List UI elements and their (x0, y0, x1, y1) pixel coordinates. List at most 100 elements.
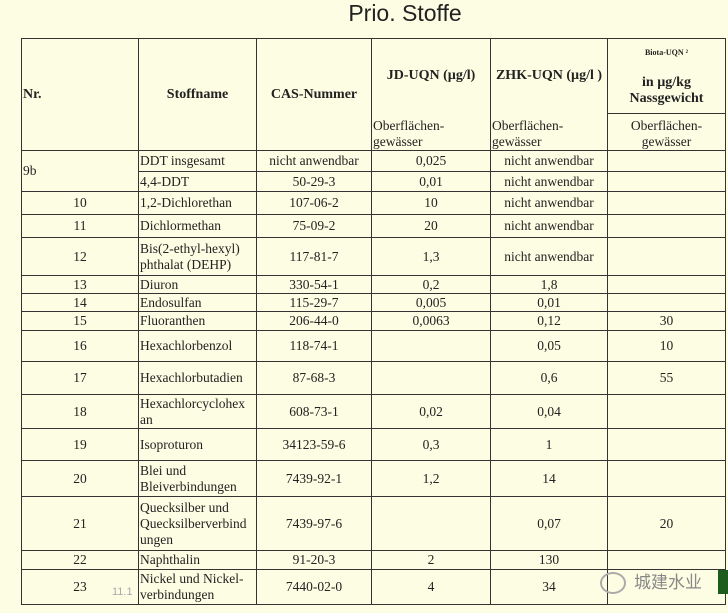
cell-biota: 20 (607, 496, 726, 551)
cell-biota (607, 214, 726, 238)
cell-name: Blei und Bleiverbindungen (138, 460, 257, 497)
table-row: 15 Fluoranthen 206-44-0 0,0063 0,12 30 (21, 311, 726, 331)
header-biota: Biota-UQN ² in µg/kg Nassgewicht (607, 38, 726, 114)
slide-date: 11.1 (112, 586, 133, 598)
sub-zhk: Oberflächen-gewässer (490, 113, 608, 151)
cell-cas: 7439-97-6 (256, 496, 372, 551)
cell-name: Fluoranthen (138, 311, 257, 331)
cell-name: Endosulfan (138, 293, 257, 312)
cell-nr: 10 (21, 191, 139, 215)
cell-biota (607, 569, 726, 605)
cell-name: Nickel und Nickel-verbindungen (138, 569, 257, 605)
header-name: Stoffname (138, 38, 257, 151)
cell-zhk: 1 (490, 428, 608, 461)
cell-cas: 75-09-2 (256, 214, 372, 238)
wechat-icon (600, 572, 626, 594)
cell-name: Naphthalin (138, 550, 257, 570)
cell-cas: 91-20-3 (256, 550, 372, 570)
cell-cas: nicht anwendbar (256, 150, 372, 172)
table-row: 11 Dichlormethan 75-09-2 20 nicht anwendbar (21, 214, 726, 238)
cell-zhk: 34 (490, 569, 608, 605)
cell-cas: 34123-59-6 (256, 428, 372, 461)
cell-zhk: 14 (490, 460, 608, 497)
table-row: 16 Hexachlorbenzol 118-74-1 0,05 10 (21, 330, 726, 362)
watermark: 城建水业 (600, 568, 702, 594)
cell-biota (607, 550, 726, 570)
logo-fragment (718, 570, 728, 594)
sub-jd: Oberflächen-gewässer (371, 113, 491, 151)
cell-zhk: 1,8 (490, 275, 608, 294)
cell-name: Hexachlorcyclohex an (138, 394, 257, 429)
cell-biota (607, 150, 726, 172)
cell-name: Hexachlorbenzol (138, 330, 257, 362)
cell-cas: 50-29-3 (256, 171, 372, 192)
cell-biota (607, 171, 726, 192)
cell-biota (607, 460, 726, 497)
cell-biota (607, 293, 726, 312)
cell-biota (607, 237, 726, 276)
cell-nr: 14 (21, 293, 139, 312)
cell-zhk: nicht anwendbar (490, 237, 608, 276)
cell-name: Diuron (138, 275, 257, 294)
header-nr: Nr. (21, 38, 139, 151)
cell-jd (371, 496, 491, 551)
sub-biota: Oberflächen-gewässer (607, 113, 726, 151)
cell-jd: 1,2 (371, 460, 491, 497)
cell-cas: 608-73-1 (256, 394, 372, 429)
cell-jd: 4 (371, 569, 491, 605)
cell-jd: 20 (371, 214, 491, 238)
cell-jd: 1,3 (371, 237, 491, 276)
cell-biota (607, 394, 726, 429)
cell-zhk: 0,12 (490, 311, 608, 331)
header-zhk: ZHK-UQN (µg/l ) (490, 38, 608, 114)
cell-cas: 107-06-2 (256, 191, 372, 215)
cell-biota: 55 (607, 361, 726, 395)
cell-zhk: 130 (490, 550, 608, 570)
biota-footnote-label: Biota-UQN ² (644, 48, 689, 57)
cell-name: 4,4-DDT (138, 171, 257, 192)
cell-jd: 0,005 (371, 293, 491, 312)
cell-biota (607, 275, 726, 294)
cell-nr: 22 (21, 550, 139, 570)
cell-cas: 87-68-3 (256, 361, 372, 395)
cell-jd: 0,02 (371, 394, 491, 429)
table-row: 9b DDT insgesamt nicht anwendbar 0,025 nicht… (21, 150, 726, 192)
cell-nr: 17 (21, 361, 139, 395)
cell-name: Hexachlorbutadien (138, 361, 257, 395)
cell-biota: 10 (607, 330, 726, 362)
cell-nr: 11 (21, 214, 139, 238)
cell-nr: 12 (21, 237, 139, 276)
table-row: 22 Naphthalin 91-20-3 2 130 (21, 550, 726, 570)
cell-cas: 7440-02-0 (256, 569, 372, 605)
cell-name: Isoproturon (138, 428, 257, 461)
cell-zhk: 0,6 (490, 361, 608, 395)
cell-name: 1,2-Dichlorethan (138, 191, 257, 215)
cell-zhk: 0,05 (490, 330, 608, 362)
cell-name: DDT insgesamt (138, 150, 257, 172)
cell-biota (607, 428, 726, 461)
cell-biota: 30 (607, 311, 726, 331)
cell-jd (371, 361, 491, 395)
cell-zhk: nicht anwendbar (490, 150, 608, 172)
cell-biota (607, 191, 726, 215)
cell-jd: 0,0063 (371, 311, 491, 331)
cell-zhk: nicht anwendbar (490, 171, 608, 192)
table-row: 20 Blei und Bleiverbindungen 7439-92-1 1,2 1… (21, 460, 726, 497)
cell-zhk: nicht anwendbar (490, 191, 608, 215)
table-row: 19 Isoproturon 34123-59-6 0,3 1 (21, 428, 726, 461)
cell-cas: 330-54-1 (256, 275, 372, 294)
table-row: 10 1,2-Dichlorethan 107-06-2 10 nicht anwend… (21, 191, 726, 215)
cell-nr: 15 (21, 311, 139, 331)
table-row: 21 Quecksilber und Quecksilberverbind ung… (21, 496, 726, 551)
cell-nr: 18 (21, 394, 139, 429)
biota-unit: in µg/kg Nassgewicht (629, 75, 704, 106)
cell-nr: 21 (21, 496, 139, 551)
cell-name: Quecksilber und Quecksilberverbind ungen (138, 496, 257, 551)
header-jd: JD-UQN (µg/l) (371, 38, 491, 114)
cell-nr: 13 (21, 275, 139, 294)
cell-zhk: 0,04 (490, 394, 608, 429)
cell-nr: 16 (21, 330, 139, 362)
header-cas: CAS-Nummer (256, 38, 372, 151)
page-title: Prio. Stoffe (348, 0, 462, 26)
table-row: 18 Hexachlorcyclohex an 608-73-1 0,02 0,04 (21, 394, 726, 429)
